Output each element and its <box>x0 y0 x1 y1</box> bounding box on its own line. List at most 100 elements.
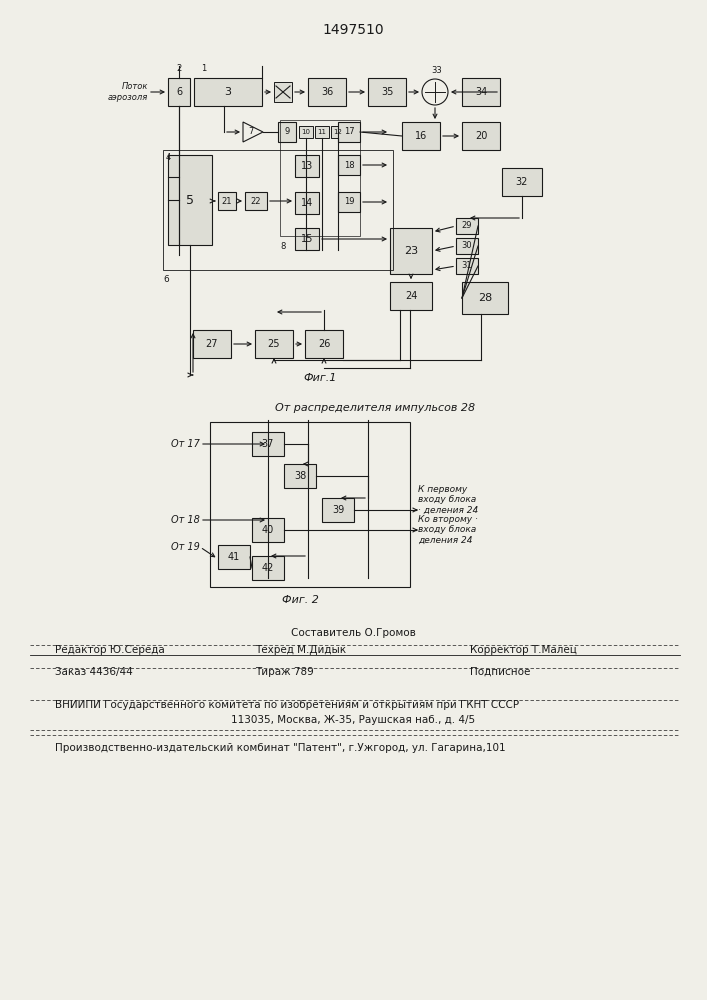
Text: 5: 5 <box>186 194 194 207</box>
Text: К первому
входу блока
· деления 24: К первому входу блока · деления 24 <box>418 485 478 515</box>
Text: 11: 11 <box>317 129 327 135</box>
Text: 33: 33 <box>432 66 443 75</box>
Bar <box>322 498 354 522</box>
Text: 23: 23 <box>404 246 418 256</box>
Text: 36: 36 <box>321 87 333 97</box>
Bar <box>252 556 284 580</box>
Bar <box>295 155 319 177</box>
Text: 6: 6 <box>176 87 182 97</box>
Text: Производственно-издательский комбинат "Патент", г.Ужгород, ул. Гагарина,101: Производственно-издательский комбинат "П… <box>55 743 506 753</box>
Bar <box>284 464 316 488</box>
Text: 35: 35 <box>381 87 393 97</box>
Text: 31: 31 <box>462 261 472 270</box>
Text: 18: 18 <box>344 160 354 169</box>
Text: Фиг. 2: Фиг. 2 <box>281 595 318 605</box>
Text: 10: 10 <box>301 129 310 135</box>
Bar <box>456 258 478 274</box>
Bar <box>462 122 500 150</box>
Text: 29: 29 <box>462 222 472 231</box>
Text: 21: 21 <box>222 196 233 206</box>
Text: 37: 37 <box>262 439 274 449</box>
Text: 15: 15 <box>300 234 313 244</box>
Text: ВНИИПИ Государственного комитета по изобретениям и открытиям при ГКНТ СССР: ВНИИПИ Государственного комитета по изоб… <box>55 700 519 710</box>
Bar <box>252 518 284 542</box>
Bar <box>308 78 346 106</box>
Text: 25: 25 <box>268 339 280 349</box>
Text: 26: 26 <box>318 339 330 349</box>
Text: Фиг.1: Фиг.1 <box>303 373 337 383</box>
Bar <box>255 330 293 358</box>
Bar <box>193 330 231 358</box>
Bar <box>462 282 508 314</box>
Text: 22: 22 <box>251 196 262 206</box>
Text: Подписное: Подписное <box>470 667 530 677</box>
Bar <box>331 126 345 138</box>
Text: Составитель О.Громов: Составитель О.Громов <box>291 628 416 638</box>
Bar <box>368 78 406 106</box>
Text: 30: 30 <box>462 241 472 250</box>
Text: От распределителя импульсов 28: От распределителя импульсов 28 <box>275 403 475 413</box>
Bar <box>218 192 236 210</box>
Bar <box>163 150 393 270</box>
Text: 7: 7 <box>248 127 254 136</box>
Bar <box>305 330 343 358</box>
Text: 42: 42 <box>262 563 274 573</box>
Text: 4: 4 <box>165 152 171 161</box>
Bar <box>338 155 360 175</box>
Text: Техред М.Дидык: Техред М.Дидык <box>255 645 346 655</box>
Text: 28: 28 <box>478 293 492 303</box>
Bar <box>390 282 432 310</box>
Text: 9: 9 <box>284 127 290 136</box>
Text: От 18: От 18 <box>171 515 200 525</box>
Bar <box>402 122 440 150</box>
Bar <box>280 120 360 236</box>
Bar <box>299 126 313 138</box>
Text: Корректор Т.Малец: Корректор Т.Малец <box>470 645 577 655</box>
Text: 19: 19 <box>344 198 354 207</box>
Text: Поток
аэрозоля: Поток аэрозоля <box>107 82 148 102</box>
Text: От 19: От 19 <box>171 542 200 552</box>
Bar <box>315 126 329 138</box>
Text: 27: 27 <box>206 339 218 349</box>
Text: 41: 41 <box>228 552 240 562</box>
Bar <box>168 78 190 106</box>
Text: 34: 34 <box>475 87 487 97</box>
Text: 40: 40 <box>262 525 274 535</box>
Text: 6: 6 <box>163 275 169 284</box>
Text: Тираж 789: Тираж 789 <box>255 667 314 677</box>
Bar <box>194 78 262 106</box>
Text: 32: 32 <box>516 177 528 187</box>
Bar <box>252 432 284 456</box>
Text: Заказ 4436/44: Заказ 4436/44 <box>55 667 133 677</box>
Text: 8: 8 <box>280 242 286 251</box>
Text: 12: 12 <box>334 129 342 135</box>
Bar <box>338 122 360 142</box>
Bar <box>338 192 360 212</box>
Bar <box>295 228 319 250</box>
Text: Редактор Ю.Середа: Редактор Ю.Середа <box>55 645 165 655</box>
Text: 20: 20 <box>475 131 487 141</box>
Text: Ко второму ·
входу блока
деления 24: Ко второму · входу блока деления 24 <box>418 515 478 545</box>
Bar <box>502 168 542 196</box>
Bar <box>245 192 267 210</box>
Text: 14: 14 <box>301 198 313 208</box>
Text: 17: 17 <box>344 127 354 136</box>
Text: 16: 16 <box>415 131 427 141</box>
Bar <box>462 78 500 106</box>
Bar <box>278 122 296 142</box>
Text: 39: 39 <box>332 505 344 515</box>
Text: 3: 3 <box>225 87 231 97</box>
Bar <box>168 155 212 245</box>
Bar <box>390 228 432 274</box>
Text: От 17: От 17 <box>171 439 200 449</box>
Text: 1: 1 <box>201 64 206 73</box>
Bar <box>456 218 478 234</box>
Bar <box>218 545 250 569</box>
Text: 1497510: 1497510 <box>322 23 384 37</box>
Text: 2: 2 <box>176 64 182 73</box>
Bar <box>210 422 410 587</box>
Text: 24: 24 <box>405 291 417 301</box>
Text: 38: 38 <box>294 471 306 481</box>
Bar <box>274 82 292 102</box>
Text: 13: 13 <box>301 161 313 171</box>
